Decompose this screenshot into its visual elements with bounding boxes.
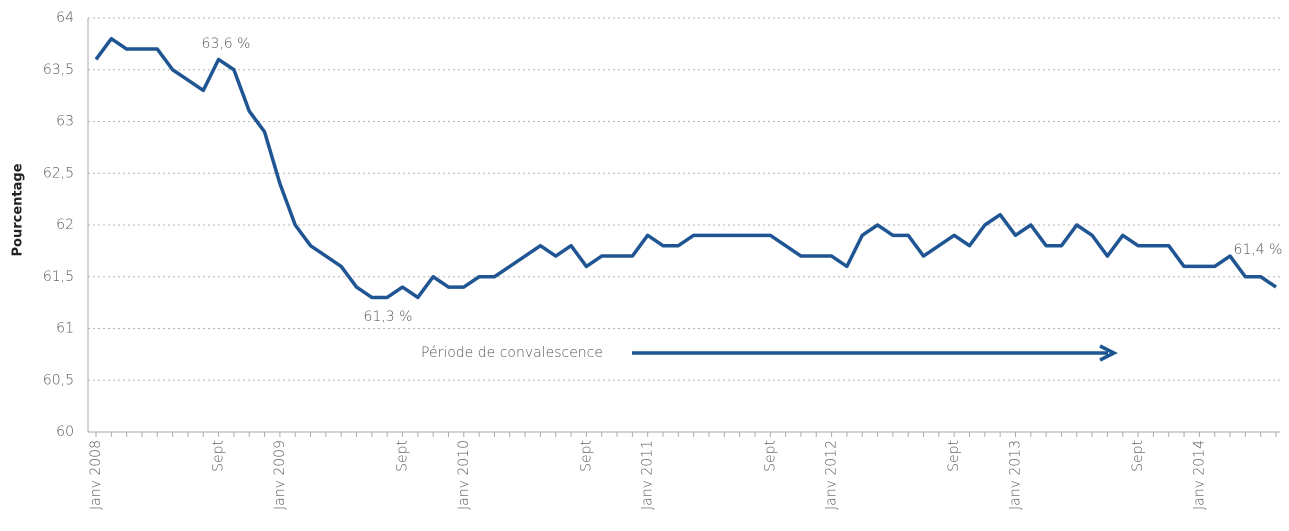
- x-tick-label: Janv 2009: [272, 440, 288, 510]
- x-tick-label: Sept: [394, 440, 410, 472]
- x-tick-label: Sept: [211, 440, 227, 472]
- x-tick-label: Janv 2013: [1007, 440, 1023, 510]
- y-tick-label: 64: [56, 10, 74, 26]
- x-tick-label: Sept: [1130, 440, 1146, 472]
- y-tick-label: 63: [56, 114, 74, 130]
- y-axis-label: Pourcentage: [11, 163, 26, 256]
- annotation: 63,6 %: [202, 36, 251, 52]
- y-tick-label: 63,5: [43, 62, 74, 78]
- annotation: Période de convalescence: [421, 345, 603, 361]
- arrow-head: [1099, 344, 1118, 362]
- x-tick-label: Janv 2012: [824, 440, 840, 510]
- annotation: 61,3 %: [364, 309, 413, 325]
- y-tick-label: 62: [56, 217, 74, 233]
- data-line: [94, 36, 1277, 300]
- annotation: 61,4 %: [1234, 242, 1283, 258]
- y-tick-label: 62,5: [43, 165, 74, 181]
- y-tick-label: 60,5: [43, 372, 74, 388]
- x-tick-label: Sept: [578, 440, 594, 472]
- y-tick-label: 61: [56, 321, 74, 337]
- x-tick-label: Janv 2011: [640, 440, 656, 510]
- y-tick-label: 61,5: [43, 269, 74, 285]
- x-tick-label: Sept: [946, 440, 962, 472]
- x-tick-label: Janv 2010: [456, 440, 472, 510]
- x-tick-label: Sept: [762, 440, 778, 472]
- x-tick-label: Janv 2008: [88, 440, 104, 510]
- y-tick-label: 60: [56, 424, 74, 440]
- x-tick-label: Janv 2014: [1191, 440, 1207, 510]
